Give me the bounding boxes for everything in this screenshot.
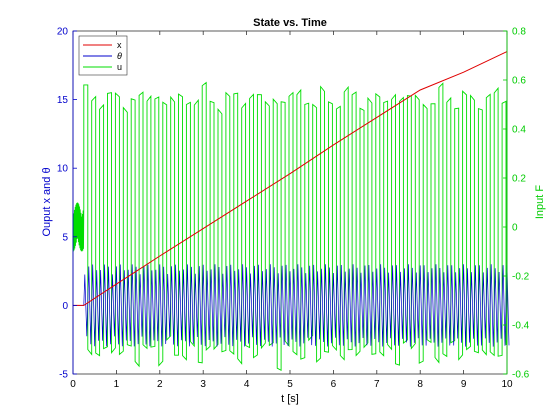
y-left-tick-label: 15 (57, 95, 69, 106)
y-axis-left: -5 0 5 10 15 20 (57, 27, 77, 381)
y-left-tick-label: 5 (62, 232, 68, 243)
x-tick-label: 7 (374, 379, 380, 390)
x-tick-label: 5 (287, 379, 293, 390)
y-left-tick-label: 0 (62, 301, 68, 312)
y-left-tick-label: 10 (57, 164, 69, 175)
y-right-tick-label: -0.2 (512, 272, 530, 283)
y-right-tick-label: 0.2 (512, 174, 526, 185)
x-tick-label: 2 (157, 379, 163, 390)
legend-label-x: x (117, 40, 122, 50)
x-tick-label: 9 (461, 379, 467, 390)
x-axis: 0 1 2 3 4 5 6 7 8 9 10 (70, 31, 513, 390)
y-axis-right-title: Input F (534, 185, 546, 220)
chart-title: State vs. Time (253, 17, 327, 29)
x-axis-title: t [s] (281, 393, 299, 405)
y-right-tick-label: 0.8 (512, 27, 526, 38)
series-theta-line (73, 264, 510, 347)
series-x-line (73, 51, 508, 306)
x-tick-label: 6 (331, 379, 337, 390)
legend-label-theta: θ (117, 51, 122, 61)
plot-frame (72, 30, 508, 375)
y-left-tick-label: 20 (57, 27, 69, 38)
y-axis-right: -0.6 -0.4 -0.2 0 0.2 0.4 0.6 0.8 (503, 27, 530, 381)
x-tick-label: 8 (417, 379, 423, 390)
y-right-tick-label: 0.4 (512, 125, 526, 136)
legend-label-u: u (117, 62, 122, 72)
y-right-tick-label: 0.6 (512, 76, 526, 87)
x-tick-label: 4 (244, 379, 250, 390)
x-tick-label: 0 (70, 379, 76, 390)
series-layer (72, 51, 510, 372)
x-tick-label: 10 (501, 379, 513, 390)
series-u-line (72, 81, 508, 372)
y-right-tick-label: -0.4 (512, 321, 530, 332)
plot-area (72, 30, 510, 375)
x-tick-label: 1 (114, 379, 120, 390)
y-left-tick-label: -5 (59, 370, 68, 381)
y-right-tick-label: 0 (512, 223, 518, 234)
y-right-tick-label: -0.6 (512, 370, 530, 381)
legend: x θ u (78, 35, 128, 76)
y-axis-left-title: Ouput x and θ (41, 167, 53, 236)
x-tick-label: 3 (200, 379, 206, 390)
